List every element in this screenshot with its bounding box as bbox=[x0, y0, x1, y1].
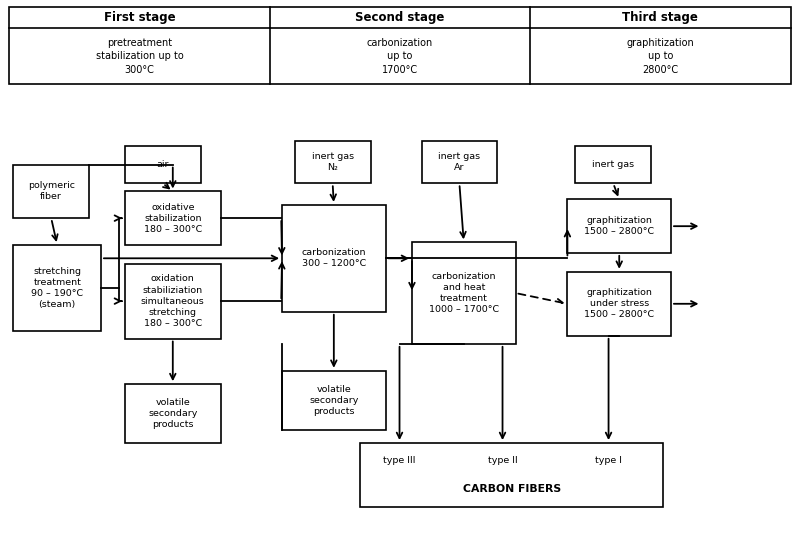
Bar bbox=[282, 205, 386, 312]
Text: volatile
secondary
products: volatile secondary products bbox=[148, 398, 198, 429]
Text: inert gas
N₂: inert gas N₂ bbox=[311, 152, 354, 172]
Bar bbox=[125, 384, 221, 443]
Bar bbox=[294, 140, 370, 183]
Text: volatile
secondary
products: volatile secondary products bbox=[309, 385, 358, 416]
Bar bbox=[125, 146, 201, 183]
Text: First stage: First stage bbox=[104, 11, 175, 24]
Text: polymeric
fiber: polymeric fiber bbox=[28, 181, 74, 201]
Bar bbox=[10, 7, 790, 84]
Bar bbox=[412, 242, 515, 344]
Bar bbox=[567, 272, 671, 336]
Bar bbox=[422, 140, 498, 183]
Text: stretching
treatment
90 – 190°C
(steam): stretching treatment 90 – 190°C (steam) bbox=[31, 267, 83, 309]
Text: carbonization
300 – 1200°C: carbonization 300 – 1200°C bbox=[302, 248, 366, 268]
Bar bbox=[575, 146, 651, 183]
Text: Second stage: Second stage bbox=[355, 11, 445, 24]
Bar bbox=[567, 200, 671, 253]
Text: graphitization
up to
2800°C: graphitization up to 2800°C bbox=[626, 38, 694, 75]
Text: type I: type I bbox=[595, 456, 622, 465]
Bar bbox=[282, 371, 386, 429]
Bar bbox=[14, 165, 89, 218]
Text: type III: type III bbox=[383, 456, 416, 465]
Text: pretreatment
stabilization up to
300°C: pretreatment stabilization up to 300°C bbox=[96, 38, 183, 75]
Bar bbox=[125, 192, 221, 245]
Text: carbonization
and heat
treatment
1000 – 1700°C: carbonization and heat treatment 1000 – … bbox=[429, 272, 499, 314]
Text: oxidation
stabiliziation
simultaneous
stretching
180 – 300°C: oxidation stabiliziation simultaneous st… bbox=[141, 274, 205, 328]
Bar bbox=[125, 264, 221, 338]
Bar bbox=[14, 245, 101, 330]
Text: graphitization
under stress
1500 – 2800°C: graphitization under stress 1500 – 2800°… bbox=[584, 288, 654, 320]
Text: carbonization
up to
1700°C: carbonization up to 1700°C bbox=[367, 38, 433, 75]
Bar bbox=[360, 443, 663, 507]
Text: inert gas
Ar: inert gas Ar bbox=[438, 152, 481, 172]
Text: graphitization
1500 – 2800°C: graphitization 1500 – 2800°C bbox=[584, 216, 654, 236]
Text: air: air bbox=[157, 160, 169, 169]
Text: Third stage: Third stage bbox=[622, 11, 698, 24]
Text: oxidative
stabilization
180 – 300°C: oxidative stabilization 180 – 300°C bbox=[144, 202, 202, 233]
Text: type II: type II bbox=[488, 456, 518, 465]
Text: CARBON FIBERS: CARBON FIBERS bbox=[462, 484, 561, 494]
Text: inert gas: inert gas bbox=[592, 160, 634, 169]
